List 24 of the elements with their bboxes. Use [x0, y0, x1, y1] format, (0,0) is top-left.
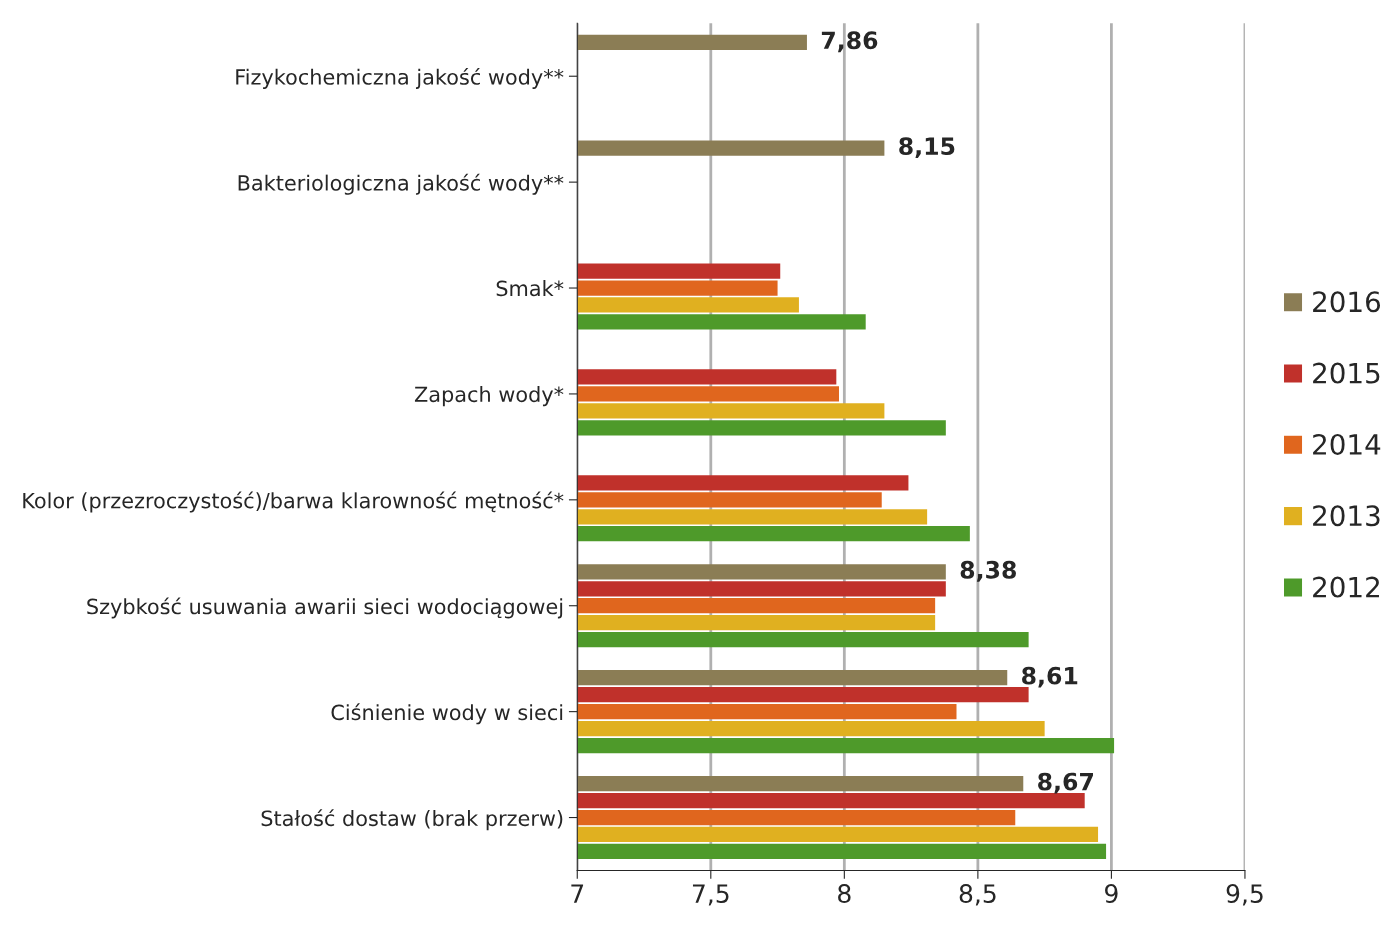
legend-label: 2013: [1313, 505, 1380, 527]
legend-label: 2014: [1313, 433, 1381, 455]
y-tick-label: Bakteriologiczna jakość wody**: [238, 173, 564, 195]
legend-label: 2012: [1313, 576, 1379, 598]
y-tick-label: Szybkość usuwania awarii sieci wodociągowej: [87, 597, 563, 619]
x-tick-label: 8: [838, 884, 851, 904]
y-tick-label: Fizykochemiczna jakość wody**: [236, 67, 564, 89]
x-tick-label: 8,5: [959, 884, 996, 906]
y-tick-label: Ciśnienie wody w sieci: [331, 703, 563, 725]
data-label: 8,38: [960, 560, 1016, 582]
data-label: 8,67: [1038, 772, 1094, 794]
y-tick-label: Zapach wody*: [414, 386, 564, 407]
x-tick-label: 7: [571, 884, 584, 903]
y-tick-label: Stałość dostaw (brak przerw): [261, 809, 563, 831]
legend-label: 2015: [1313, 362, 1380, 384]
legend-label: 2016: [1313, 291, 1381, 313]
data-label: 8,15: [899, 137, 955, 159]
x-tick-label: 7,5: [692, 884, 729, 906]
y-tick-label: Kolor (przezroczystość)/barwa klarowność mętność*: [23, 491, 564, 513]
y-tick-label: Smak*: [496, 280, 564, 297]
x-tick-label: 9: [1105, 884, 1118, 904]
data-label: 8,61: [1022, 666, 1078, 688]
x-tick-label: 9,5: [1226, 884, 1263, 906]
data-label: 7,86: [821, 31, 878, 53]
